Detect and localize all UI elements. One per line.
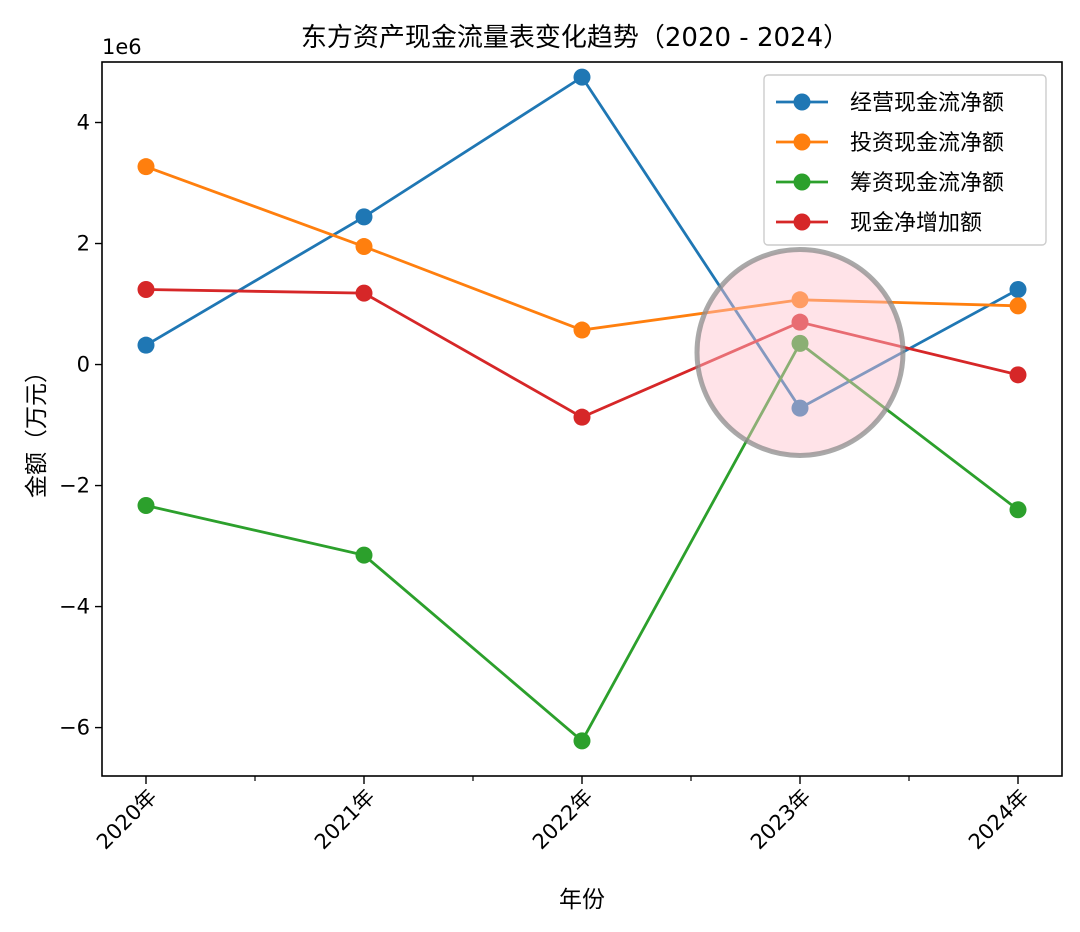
data-point — [573, 68, 591, 86]
data-point — [573, 408, 591, 426]
y-tick-label: −2 — [59, 474, 90, 498]
legend-marker — [793, 213, 811, 231]
legend-label: 投资现金流净额 — [850, 131, 1004, 156]
x-tick-label: 2021年 — [310, 785, 380, 855]
legend-label: 现金净增加额 — [850, 211, 982, 236]
data-point — [573, 321, 591, 339]
x-tick-label: 2020年 — [92, 785, 162, 855]
legend-marker — [793, 93, 811, 111]
x-tick-label: 2023年 — [746, 785, 816, 855]
x-tick-label: 2022年 — [528, 785, 598, 855]
x-tick-label: 2024年 — [964, 785, 1034, 855]
data-point — [137, 336, 155, 354]
y-axis-label: 金额（万元） — [24, 360, 50, 498]
data-point — [137, 497, 155, 515]
data-point — [1009, 501, 1027, 519]
y-tick-label: 0 — [77, 353, 90, 377]
highlight-circle — [694, 246, 906, 458]
data-point — [355, 238, 373, 256]
data-point — [355, 546, 373, 564]
data-point — [355, 208, 373, 226]
y-tick-label: −6 — [59, 716, 90, 740]
data-point — [137, 281, 155, 299]
data-point — [137, 158, 155, 176]
y-tick-label: 4 — [77, 111, 90, 135]
y-tick-label: −4 — [59, 595, 90, 619]
legend-label: 筹资现金流净额 — [850, 171, 1004, 196]
x-axis-label: 年份 — [559, 887, 605, 913]
data-point — [791, 291, 809, 309]
data-point — [791, 313, 809, 331]
legend-label: 经营现金流净额 — [850, 91, 1004, 116]
legend-marker — [793, 133, 811, 151]
data-point — [1009, 281, 1027, 299]
data-point — [1009, 366, 1027, 384]
data-point — [573, 732, 591, 750]
chart-title: 东方资产现金流量表变化趋势（2020 - 2024） — [301, 23, 849, 53]
data-point — [791, 334, 809, 352]
legend-marker — [793, 173, 811, 191]
y-axis-offset-label: 1e6 — [102, 35, 142, 59]
data-point — [791, 399, 809, 417]
data-point — [355, 284, 373, 302]
legend-frame — [763, 74, 1047, 246]
data-point — [1009, 297, 1027, 315]
y-tick-label: 2 — [77, 232, 90, 256]
